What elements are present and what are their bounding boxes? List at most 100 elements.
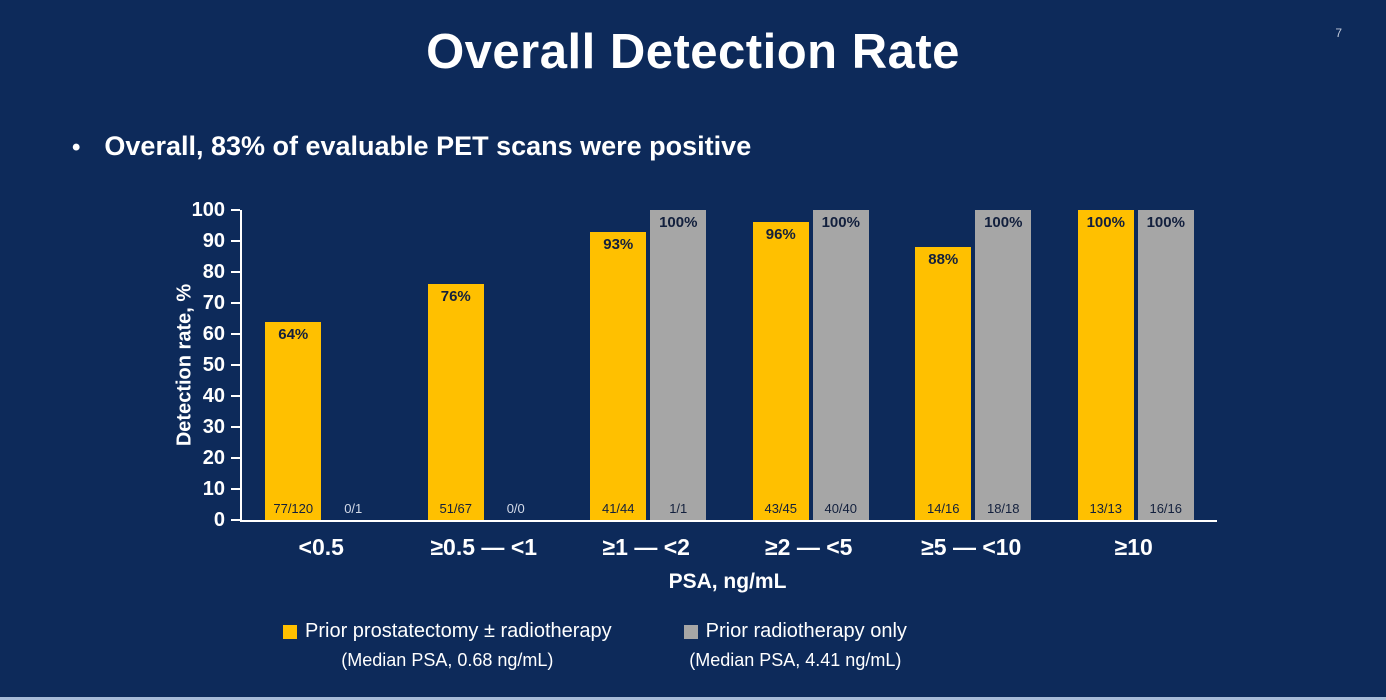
y-axis-tick: 0 — [167, 510, 240, 530]
bullet-text: Overall, 83% of evaluable PET scans were… — [104, 131, 752, 161]
bar-radiotherapy-5: 100% 16/16 — [1137, 210, 1194, 520]
bar-radiotherapy-2: 100% 1/1 — [650, 210, 707, 520]
bullet-point: • Overall, 83% of evaluable PET scans we… — [72, 131, 751, 162]
legend-entry-prostatectomy: Prior prostatectomy ± radiotherapy (Medi… — [283, 620, 612, 671]
bar-group: 96% 43/45 100% 40/40 — [730, 210, 893, 520]
bar-slot: 0/0 — [488, 210, 544, 520]
bar-group: 93% 41/44 100% 1/1 — [567, 210, 730, 520]
y-axis-tick: 40 — [167, 386, 240, 406]
bar-fraction-label: 51/67 — [439, 501, 473, 516]
x-axis-tick-label: ≥10 — [1114, 534, 1153, 560]
bar-fraction-label: 18/18 — [986, 501, 1020, 516]
y-tick-mark — [231, 240, 240, 242]
legend-swatch-gray — [683, 624, 698, 639]
bar-slot: 76% 51/67 — [427, 210, 484, 520]
bar-prostatectomy-2: 93% 41/44 — [590, 231, 647, 520]
chart-legend: Prior prostatectomy ± radiotherapy (Medi… — [283, 620, 907, 671]
page-number: 7 — [1335, 26, 1342, 40]
bar-percent-label: 100% — [1146, 214, 1185, 231]
bar-percent-label: 76% — [440, 288, 471, 306]
bar-fraction-label: 16/16 — [1149, 501, 1183, 516]
legend-entry-radiotherapy: Prior radiotherapy only (Median PSA, 4.4… — [683, 620, 907, 671]
bottom-border — [0, 697, 1386, 700]
x-axis-labels: <0.5 ≥0.5 — <1 ≥1 — <2 ≥2 — <5 ≥5 — <10 ≥10 — [240, 534, 1215, 561]
x-axis-tick-label: ≥0.5 — <1 — [430, 534, 538, 560]
y-axis-tick: 50 — [167, 355, 240, 375]
y-tick-mark — [231, 364, 240, 366]
x-axis-title: PSA, ng/mL — [668, 570, 787, 593]
bar-group: 76% 51/67 0/0 — [405, 210, 568, 520]
bar-prostatectomy-1: 76% 51/67 — [427, 284, 484, 520]
y-tick-mark — [231, 519, 240, 521]
y-tick-label: 10 — [202, 478, 225, 500]
bar-percent-label: 64% — [278, 325, 309, 343]
bar-fraction-label: 14/16 — [926, 501, 960, 516]
legend-line: Prior radiotherapy only — [683, 620, 907, 643]
x-axis-tick-label: ≥1 — <2 — [602, 534, 690, 560]
bar-prostatectomy-5: 100% 13/13 — [1077, 210, 1134, 520]
bar-fraction-label: 0/1 — [344, 501, 363, 516]
bar-slot: 93% 41/44 — [590, 210, 647, 520]
bar-group: 64% 77/120 0/1 — [242, 210, 405, 520]
bar-percent-label: 100% — [1086, 214, 1125, 231]
y-tick-label: 90 — [202, 230, 225, 252]
bar-fraction-label: 43/45 — [764, 501, 798, 516]
bar-percent-label: 100% — [984, 214, 1023, 231]
y-tick-mark — [231, 457, 240, 459]
y-axis-tick: 100 — [167, 200, 240, 220]
bar-prostatectomy-4: 88% 14/16 — [915, 247, 972, 520]
bar-group: 88% 14/16 100% 18/18 — [892, 210, 1055, 520]
bar-slot: 88% 14/16 — [915, 210, 972, 520]
bar-percent-label: 93% — [603, 235, 634, 253]
bar-fraction-label: 1/1 — [669, 501, 688, 516]
y-tick-mark — [231, 426, 240, 428]
bar-slot: 100% 40/40 — [812, 210, 869, 520]
y-axis-tick: 20 — [167, 448, 240, 468]
bullet-icon: • — [72, 134, 81, 161]
legend-line: Prior prostatectomy ± radiotherapy — [283, 620, 612, 643]
y-axis-tick: 60 — [167, 324, 240, 344]
bar-slot: 100% 13/13 — [1077, 210, 1134, 520]
bar-fraction-label: 0/0 — [506, 501, 525, 516]
y-tick-mark — [231, 302, 240, 304]
y-axis-tick: 30 — [167, 417, 240, 437]
y-tick-mark — [231, 395, 240, 397]
x-axis-tick-label: <0.5 — [298, 534, 344, 560]
y-tick-label: 70 — [202, 292, 225, 314]
legend-label: Prior prostatectomy ± radiotherapy — [305, 620, 612, 642]
y-axis-tick: 10 — [167, 479, 240, 499]
bar-percent-label: 96% — [765, 226, 796, 244]
bar-percent-label: 88% — [928, 251, 959, 269]
bar-percent-label: 100% — [659, 214, 698, 231]
legend-subtitle: (Median PSA, 0.68 ng/mL) — [341, 650, 554, 670]
bar-slot: 0/1 — [325, 210, 381, 520]
bar-fraction-label: 77/120 — [273, 501, 314, 516]
bar-fraction-label: 13/13 — [1089, 501, 1123, 516]
legend-label: Prior radiotherapy only — [705, 620, 907, 642]
y-tick-label: 100 — [191, 199, 225, 221]
legend-subtitle: (Median PSA, 4.41 ng/mL) — [689, 650, 902, 670]
bar-fraction-label: 41/44 — [601, 501, 635, 516]
bar-slot: 64% 77/120 — [265, 210, 322, 520]
y-tick-mark — [231, 271, 240, 273]
y-tick-mark — [231, 488, 240, 490]
y-axis: 0 10 20 30 40 50 60 70 80 90 100 — [150, 200, 240, 530]
bar-group: 100% 13/13 100% 16/16 — [1055, 210, 1218, 520]
y-tick-label: 20 — [202, 447, 225, 469]
y-tick-label: 80 — [202, 261, 225, 283]
legend-swatch-yellow — [283, 624, 297, 639]
bar-slot: 96% 43/45 — [752, 210, 809, 520]
y-tick-label: 40 — [202, 385, 225, 407]
y-tick-label: 30 — [202, 416, 225, 438]
slide-title: Overall Detection Rate — [426, 25, 960, 79]
bar-prostatectomy-3: 96% 43/45 — [752, 222, 809, 520]
plot-area: 64% 77/120 0/1 76% 51/67 0/0 93% 41/44 100% 1/1 96… — [240, 210, 1217, 522]
bar-percent-label: 100% — [821, 214, 860, 231]
y-tick-label: 60 — [202, 323, 225, 345]
bar-slot: 100% 18/18 — [975, 210, 1032, 520]
bar-groups: 64% 77/120 0/1 76% 51/67 0/0 93% 41/44 100% 1/1 96… — [242, 210, 1217, 520]
x-axis-tick-label: ≥5 — <10 — [921, 534, 1022, 560]
y-tick-label: 0 — [213, 509, 225, 531]
bar-radiotherapy-4: 100% 18/18 — [975, 210, 1032, 520]
